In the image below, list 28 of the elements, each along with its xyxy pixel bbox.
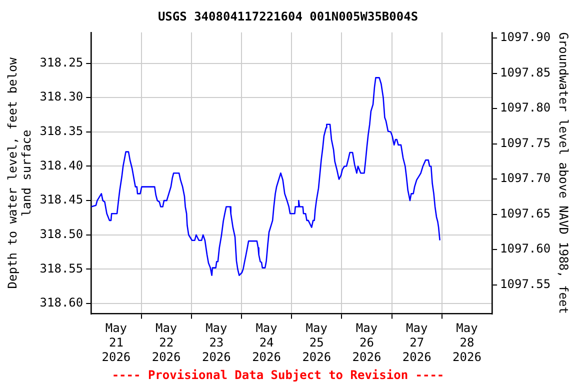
y-tick-label: 318.30 <box>40 90 84 104</box>
y2-tick-label: 1097.90 <box>500 30 551 44</box>
y2-tick-label: 1097.55 <box>500 277 551 292</box>
x-tick-label: May 24 2026 <box>252 321 281 364</box>
y-tick-label: 318.40 <box>40 158 84 172</box>
x-tick-label: May 26 2026 <box>352 321 382 364</box>
x-tick-label: May 28 2026 <box>452 321 482 364</box>
x-tick-label: May 27 2026 <box>402 321 432 364</box>
chart-title: USGS 340804117221604 001N005W35B004S <box>158 9 418 24</box>
y2-tick-label: 1097.85 <box>500 65 551 80</box>
y-tick-label: 318.50 <box>40 226 84 241</box>
x-tick-label: May 22 2026 <box>152 321 181 364</box>
y-tick-label: 318.45 <box>40 192 84 207</box>
text: ---- Provisional Data Subject to Revision ---- <box>112 368 444 382</box>
y-tick-label: 318.25 <box>40 55 84 70</box>
y2-axis-title: Groundwater level above NAVD 1988, feet <box>556 32 571 314</box>
y2-tick-label: 1097.65 <box>500 206 551 220</box>
y-axis-title: Depth to water level, feet below land surface <box>5 56 34 289</box>
y2-tick-label: 1097.80 <box>500 100 551 115</box>
x-tick-label: May 21 2026 <box>102 321 131 364</box>
x-tick-label: May 23 2026 <box>202 321 231 364</box>
y-tick-label: 318.55 <box>40 261 84 276</box>
y-tick-label: 318.35 <box>40 124 84 138</box>
y2-tick-label: 1097.75 <box>500 136 551 150</box>
y2-tick-label: 1097.60 <box>500 242 551 256</box>
y2-tick-label: 1097.70 <box>500 171 551 186</box>
y-tick-label: 318.60 <box>40 296 84 310</box>
x-tick-label: May 25 2026 <box>302 321 332 364</box>
